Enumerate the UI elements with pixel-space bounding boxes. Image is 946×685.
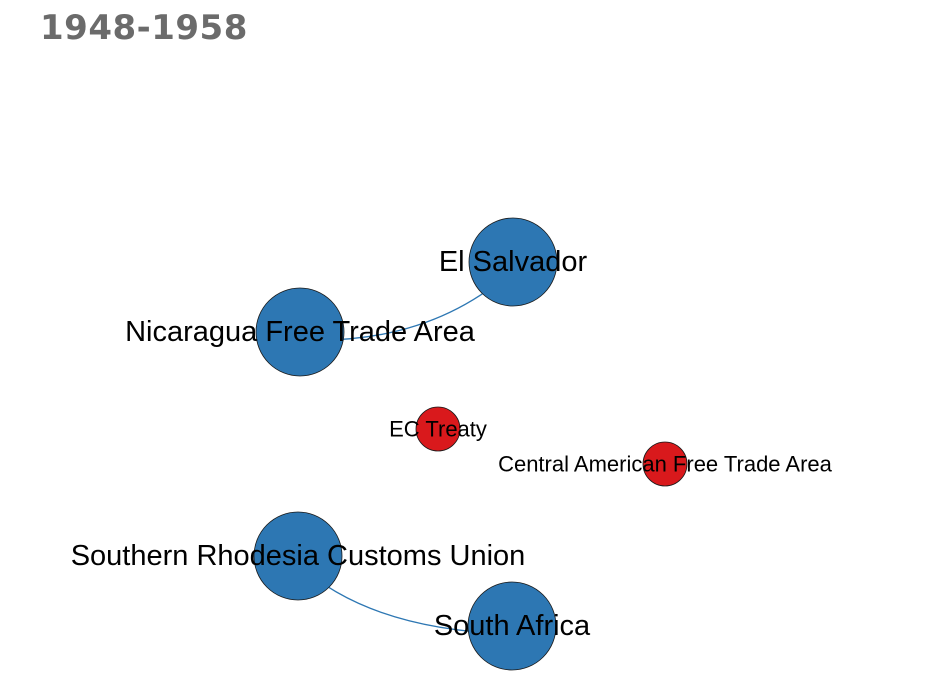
- node-ec-treaty[interactable]: [415, 406, 461, 452]
- node-nicaragua[interactable]: [255, 287, 345, 377]
- node-label-cafta: Central American Free Trade Area: [498, 452, 833, 477]
- node-label-south-africa: South Africa: [434, 610, 591, 642]
- node-label-nicaragua: Nicaragua Free Trade Area: [125, 316, 476, 348]
- node-label-srcu: Southern Rhodesia Customs Union: [71, 540, 526, 572]
- period-title: 1948-1958: [40, 8, 248, 48]
- node-south-africa[interactable]: [467, 581, 557, 671]
- node-el-salvador[interactable]: [468, 217, 558, 307]
- node-label-ec-treaty: EC Treaty: [389, 417, 487, 442]
- node-srcu[interactable]: [253, 511, 343, 601]
- node-label-el-salvador: El Salvador: [439, 246, 588, 278]
- node-cafta[interactable]: [642, 441, 688, 487]
